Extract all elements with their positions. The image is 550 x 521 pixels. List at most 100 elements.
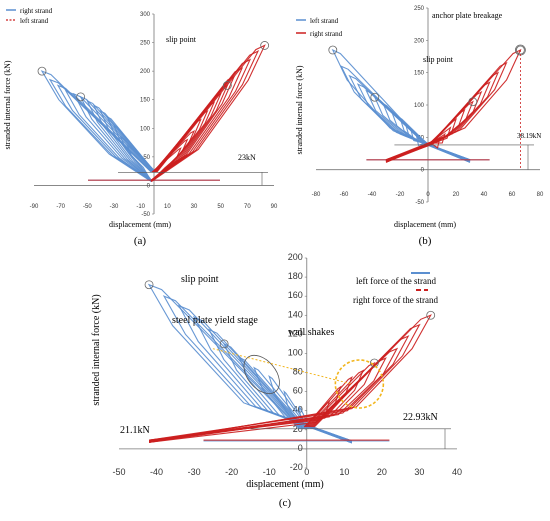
chart-b-breakage-label: anchor plate breakage bbox=[432, 11, 503, 20]
hysteresis-loop bbox=[268, 374, 353, 442]
hysteresis-loop bbox=[150, 129, 196, 182]
hysteresis-loop bbox=[148, 385, 342, 441]
chart-a-panel-label: (a) bbox=[134, 235, 147, 247]
hysteresis-loop bbox=[385, 90, 483, 162]
chart-c-yield-label: steel plate yield stage bbox=[172, 315, 258, 326]
hysteresis-loop bbox=[331, 48, 471, 163]
x-tick-label: -50 bbox=[83, 204, 92, 210]
x-tick-label: -70 bbox=[56, 204, 65, 210]
chart-b-panel-label: (b) bbox=[419, 235, 432, 247]
slip-point-marker bbox=[426, 310, 436, 320]
hysteresis-loop bbox=[148, 314, 432, 443]
x-tick-label: 10 bbox=[339, 467, 349, 477]
y-tick-label: -20 bbox=[290, 462, 303, 472]
x-tick-label: -20 bbox=[225, 467, 238, 477]
x-tick-label: 70 bbox=[244, 204, 251, 210]
hysteresis-loop bbox=[72, 92, 154, 182]
chart-c-svg: -50 -40 -30 -20 -10 0 10 20 30 40-200204060801001… bbox=[91, 252, 462, 509]
hysteresis-loop bbox=[79, 95, 154, 181]
chart-c-right-preload-label: 22.93kN bbox=[403, 412, 438, 423]
hysteresis-loop bbox=[415, 135, 471, 161]
yield-pointer bbox=[212, 348, 352, 385]
y-tick-label: 100 bbox=[414, 103, 425, 109]
hysteresis-loop bbox=[151, 67, 244, 182]
hysteresis-loop bbox=[385, 71, 500, 161]
chart-c-slip-label: slip point bbox=[181, 274, 219, 285]
slip-point-marker bbox=[328, 45, 338, 55]
slip-point-marker bbox=[260, 41, 270, 50]
x-tick-label: -20 bbox=[396, 192, 405, 198]
chart-a-svg: -90 -70 -50 -30 -10 10 30 50 70 90 -50 0 50 100 150 200… bbox=[3, 7, 278, 247]
legend-right-strand: right strand bbox=[20, 7, 53, 15]
panel-a: -90 -70 -50 -30 -10 10 30 50 70 90 -50 0 50 100 150 200… bbox=[0, 0, 280, 250]
x-tick-label: 20 bbox=[453, 192, 460, 198]
x-tick-label: 60 bbox=[509, 192, 516, 198]
x-tick-label: 50 bbox=[217, 204, 224, 210]
legend-right-force: right force of the strand bbox=[353, 295, 438, 305]
chart-c-panel-label: (c) bbox=[279, 497, 292, 509]
x-tick-label: -80 bbox=[312, 192, 321, 198]
y-tick-label: 180 bbox=[288, 271, 303, 281]
y-tick-label: 0 bbox=[421, 168, 425, 174]
x-tick-label: 40 bbox=[452, 467, 462, 477]
legend-left-strand-b: left strand bbox=[310, 17, 339, 25]
y-tick-label: 250 bbox=[414, 6, 425, 12]
slip-point-marker bbox=[369, 358, 379, 368]
x-tick-label: 30 bbox=[414, 467, 424, 477]
hysteresis-loop bbox=[298, 405, 353, 443]
y-tick-label: 100 bbox=[288, 347, 303, 357]
y-tick-label: 60 bbox=[293, 386, 303, 396]
hysteresis-loop bbox=[385, 138, 441, 162]
x-tick-label: 0 bbox=[426, 192, 430, 198]
chart-b-ylabel: stranded internal force (kN) bbox=[295, 65, 304, 154]
y-tick-label: 100 bbox=[140, 126, 151, 132]
chart-a-xlabel: displacement (mm) bbox=[109, 220, 171, 229]
y-tick-label: 160 bbox=[288, 290, 303, 300]
chart-c-xlabel: displacement (mm) bbox=[246, 479, 323, 490]
panel-c: -50 -40 -30 -20 -10 0 10 20 30 40 -20 0 20 40 60 80 100 1… bbox=[85, 250, 485, 516]
x-tick-label: -10 bbox=[263, 467, 276, 477]
hysteresis-loop bbox=[148, 399, 331, 443]
slip-point-marker bbox=[370, 92, 380, 102]
slip-point-marker bbox=[222, 81, 232, 90]
hysteresis-loop bbox=[112, 124, 156, 182]
chart-b-slip-label: slip point bbox=[423, 55, 454, 64]
hysteresis-loop bbox=[382, 102, 471, 163]
y-tick-label: 80 bbox=[293, 367, 303, 377]
hysteresis-loop bbox=[148, 376, 353, 442]
y-tick-label: 0 bbox=[298, 443, 303, 453]
hysteresis-loop bbox=[148, 361, 376, 441]
hysteresis-loop bbox=[99, 109, 155, 181]
hysteresis-loop bbox=[48, 78, 153, 182]
chart-b-svg: -80 -60 -40 -20 0 20 40 60 80-50050100150200250 … bbox=[295, 6, 544, 247]
hysteresis-loop bbox=[385, 61, 508, 162]
y-tick-label: -50 bbox=[141, 212, 150, 218]
slip-point-marker bbox=[76, 92, 86, 102]
chart-c-shakes-label: wall shakes bbox=[288, 327, 334, 338]
y-tick-label: 150 bbox=[414, 71, 425, 77]
slip-point-marker bbox=[37, 66, 47, 76]
x-tick-label: -50 bbox=[112, 467, 125, 477]
slip-point-marker bbox=[468, 97, 478, 107]
y-tick-label: 200 bbox=[414, 38, 425, 44]
legend-right-strand-b: right strand bbox=[310, 30, 343, 38]
x-tick-label: -10 bbox=[136, 204, 145, 210]
y-tick-label: 300 bbox=[140, 12, 151, 18]
wall-shakes-circle bbox=[334, 359, 385, 409]
hysteresis-loop bbox=[126, 144, 157, 182]
chart-c-left-preload-label: 21.1kN bbox=[120, 425, 150, 436]
x-tick-label: -90 bbox=[30, 204, 39, 210]
x-tick-label: 90 bbox=[271, 204, 278, 210]
chart-b-xlabel: displacement (mm) bbox=[394, 220, 456, 229]
x-tick-label: 30 bbox=[191, 204, 198, 210]
x-tick-label: 20 bbox=[377, 467, 387, 477]
hysteresis-loop bbox=[398, 116, 471, 161]
chart-b-preload-label: 38.19kN bbox=[517, 132, 541, 140]
y-tick-label: 200 bbox=[140, 69, 151, 75]
y-tick-label: 120 bbox=[288, 328, 303, 338]
chart-a-ylabel: stranded internal force (kN) bbox=[3, 60, 12, 149]
legend-left-force: left force of the strand bbox=[356, 276, 436, 286]
x-tick-label: -30 bbox=[110, 204, 119, 210]
y-tick-label: 40 bbox=[293, 405, 303, 415]
y-tick-label: 200 bbox=[288, 252, 303, 262]
